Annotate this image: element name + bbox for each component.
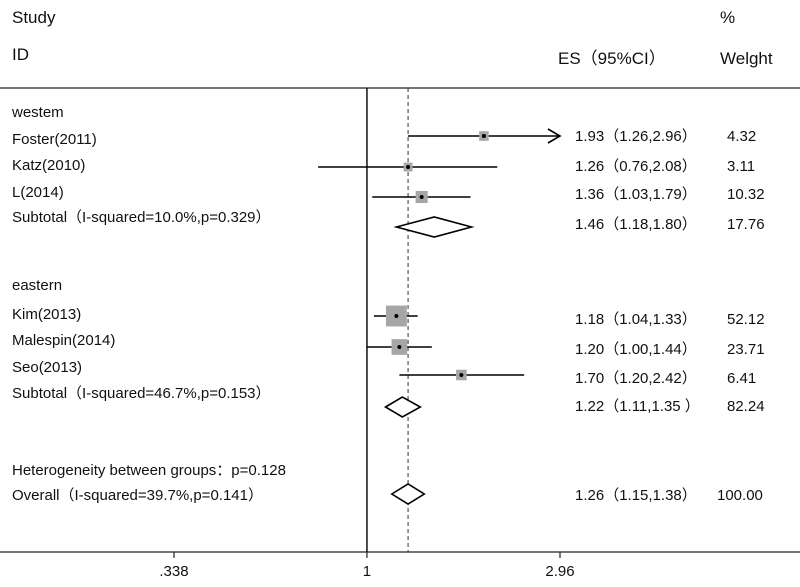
group-label: westem	[12, 104, 64, 121]
header-weight: Welght	[720, 49, 773, 68]
effect-size-ci-text: 1.22（1.11,1.35 ）	[575, 398, 700, 415]
effect-size-ci-text: 1.93（1.26,2.96）	[575, 128, 697, 145]
effect-size-ci-text: 1.20（1.00,1.44）	[575, 341, 697, 358]
point-estimate	[406, 165, 411, 169]
weight-text: 17.76	[727, 216, 765, 233]
weight-text: 100.00	[717, 487, 763, 504]
x-tick-label: 1	[362, 563, 372, 580]
study-label: Katz(2010)	[12, 157, 86, 174]
study-label: Foster(2011)	[12, 131, 97, 148]
subtotal-label: Subtotal（I-squared=10.0%,p=0.329）	[12, 209, 271, 226]
heterogeneity-note: Heterogeneity between groups：p=0.128	[12, 462, 286, 479]
weight-text: 6.41	[727, 370, 757, 387]
subtotal-diamond	[393, 216, 475, 238]
point-estimate	[481, 134, 486, 138]
effect-size-ci-text: 1.70（1.20,2.42）	[575, 370, 697, 387]
header-percent: %	[720, 8, 736, 27]
weight-text: 52.12	[727, 311, 765, 328]
weight-text: 82.24	[727, 398, 765, 415]
effect-size-ci-text: 1.26（0.76,2.08）	[575, 158, 697, 175]
weight-text: 3.11	[727, 158, 756, 175]
ci-arrow	[547, 128, 562, 144]
study-label: Seo(2013)	[12, 359, 83, 376]
group-label: eastern	[12, 277, 63, 294]
point-estimate	[397, 345, 402, 349]
point-estimate	[459, 373, 464, 377]
point-estimate	[394, 314, 399, 318]
subtotal-diamond	[383, 396, 422, 418]
study-label: Malespin(2014)	[12, 332, 116, 349]
weight-text: 23.71	[727, 341, 765, 358]
x-tick-label: 2.96	[545, 563, 575, 580]
weight-text: 10.32	[727, 186, 765, 203]
x-tick-label: .338	[159, 563, 189, 580]
effect-size-ci-text: 1.18（1.04,1.33）	[575, 311, 697, 328]
effect-size-ci-text: 1.26（1.15,1.38）	[575, 487, 697, 504]
header-id: ID	[12, 45, 29, 64]
point-estimate	[419, 195, 424, 199]
header-study: Study	[12, 8, 56, 27]
overall-label: Overall（I-squared=39.7%,p=0.141）	[12, 487, 263, 504]
weight-text: 4.32	[727, 128, 757, 145]
study-label: Kim(2013)	[12, 306, 82, 323]
header-es: ES（95%CI）	[558, 49, 666, 68]
effect-size-ci-text: 1.46（1.18,1.80）	[575, 216, 697, 233]
effect-size-ci-text: 1.36（1.03,1.79）	[575, 186, 697, 203]
overall-diamond	[390, 483, 426, 505]
study-label: L(2014)	[12, 184, 64, 201]
subtotal-label: Subtotal（I-squared=46.7%,p=0.153）	[12, 385, 271, 402]
